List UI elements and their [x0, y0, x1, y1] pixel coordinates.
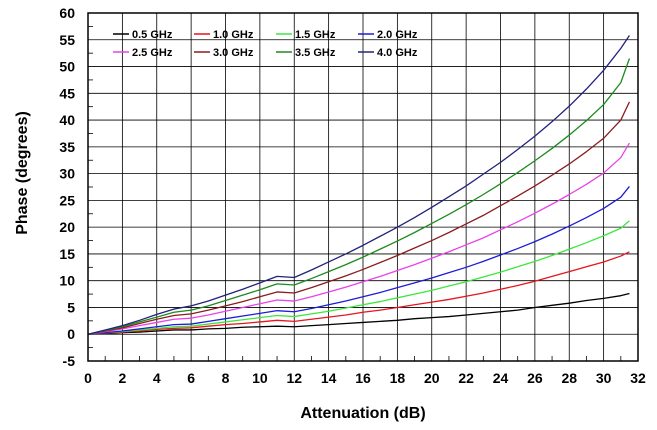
- series-line-3-0-ghz: [87, 101, 630, 335]
- series-line-4-0-ghz: [87, 35, 630, 335]
- legend-item: 3.5 GHz: [276, 47, 336, 59]
- x-tick-label: 22: [458, 370, 474, 386]
- y-tick-label: 10: [59, 273, 75, 289]
- x-tick-label: 12: [286, 370, 302, 386]
- y-tick-label: 40: [59, 112, 75, 128]
- legend-item: 1.5 GHz: [276, 29, 336, 41]
- legend-label: 0.5 GHz: [132, 29, 173, 41]
- legend-item: 2.5 GHz: [113, 47, 173, 59]
- series-line-3-5-ghz: [87, 58, 631, 335]
- x-tick-label: 26: [527, 370, 543, 386]
- x-tick-label: 6: [187, 370, 195, 386]
- y-tick-label: 35: [59, 139, 75, 155]
- x-tick-label: 8: [222, 370, 230, 386]
- x-axis-title: Attenuation (dB): [300, 405, 425, 422]
- y-tick-label: -5: [63, 353, 76, 369]
- x-tick-label: 18: [390, 370, 406, 386]
- series-line-1-5-ghz: [87, 220, 630, 335]
- legend-label: 3.0 GHz: [213, 47, 254, 59]
- x-tick-label: 28: [561, 370, 577, 386]
- x-tick-label: 32: [630, 370, 646, 386]
- legend-item: 1.0 GHz: [194, 29, 254, 41]
- plot-frame: [87, 12, 639, 362]
- y-tick-label: 0: [67, 326, 75, 342]
- y-axis-title: Phase (degrees): [14, 111, 31, 235]
- series-line-2-5-ghz: [87, 142, 630, 335]
- legend-label: 2.0 GHz: [377, 29, 418, 41]
- y-tick-label: 30: [59, 166, 75, 182]
- y-tick-label: 5: [67, 299, 75, 315]
- legend: 0.5 GHz 1.0 GHz 1.5 GHz 2.0 GHz 2.5 GHz 3.0 G…: [113, 29, 418, 59]
- legend-label: 4.0 GHz: [377, 47, 418, 59]
- y-tick-label: 45: [59, 85, 75, 101]
- legend-label: 1.0 GHz: [213, 29, 254, 41]
- legend-label: 2.5 GHz: [132, 47, 173, 59]
- legend-item: 2.0 GHz: [358, 29, 418, 41]
- x-tick-label: 0: [84, 370, 92, 386]
- y-tick-label: 20: [59, 219, 75, 235]
- legend-item: 0.5 GHz: [113, 29, 173, 41]
- y-tick-label: 25: [59, 192, 75, 208]
- legend-label: 1.5 GHz: [295, 29, 336, 41]
- x-tick-labels: 0 2 4 6 8 10 12 14 16 18 20 22 24 26 28 30 32: [84, 370, 646, 386]
- legend-label: 3.5 GHz: [295, 47, 336, 59]
- x-tick-label: 10: [252, 370, 268, 386]
- y-tick-label: 15: [59, 246, 75, 262]
- series-line-2-0-ghz: [87, 186, 630, 335]
- y-tick-labels: -5 0 5 10 15 20 25 30 35 40 45 50 55 60: [59, 5, 75, 369]
- y-tick-label: 60: [59, 5, 75, 21]
- grid-lines: [88, 13, 638, 361]
- minor-ticks: [88, 25, 622, 361]
- x-tick-label: 4: [153, 370, 161, 386]
- legend-item: 3.0 GHz: [194, 47, 254, 59]
- y-tick-label: 55: [59, 32, 75, 48]
- x-tick-label: 24: [493, 370, 509, 386]
- legend-item: 4.0 GHz: [358, 47, 418, 59]
- y-tick-label: 50: [59, 59, 75, 75]
- x-tick-label: 14: [321, 370, 337, 386]
- series-line-0-5-ghz: [87, 292, 630, 335]
- x-tick-label: 20: [424, 370, 440, 386]
- x-tick-label: 30: [596, 370, 612, 386]
- x-tick-label: 16: [355, 370, 371, 386]
- x-tick-label: 2: [118, 370, 126, 386]
- series-line-1-0-ghz: [87, 251, 630, 335]
- series-lines: [87, 35, 631, 335]
